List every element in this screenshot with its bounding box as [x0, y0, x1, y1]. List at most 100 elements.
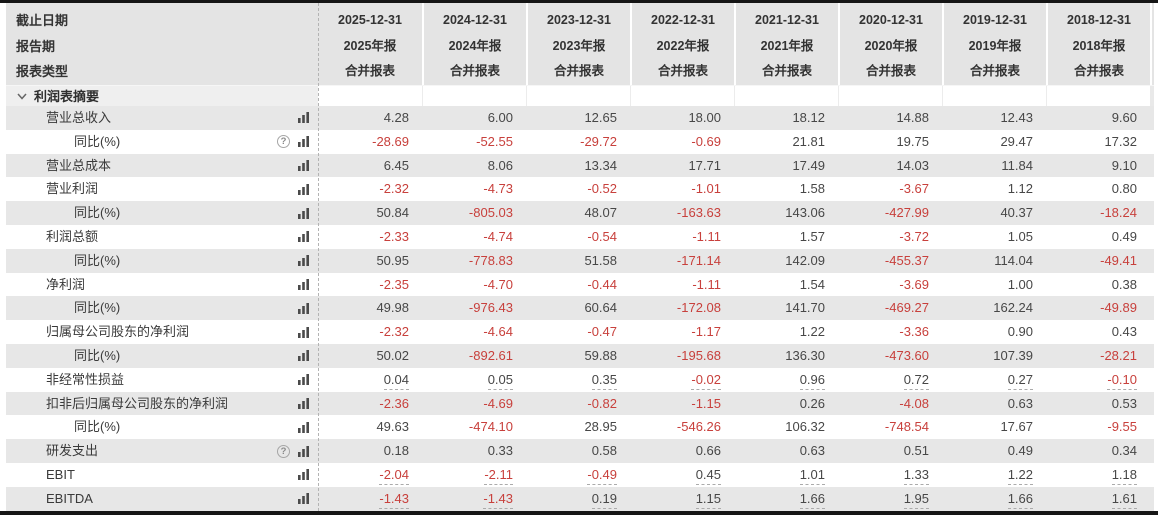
value-cell: -2.32 — [379, 181, 409, 197]
value-cell[interactable]: 1.61 — [1046, 487, 1150, 511]
row-label: 营业总收入 — [46, 110, 112, 125]
row-icons: ? — [277, 130, 310, 154]
value-cell[interactable]: 1.95 — [838, 487, 942, 511]
section-row-income-statement-summary: 利润表摘要 — [6, 85, 1154, 106]
value-cell: 0.66 — [695, 443, 721, 459]
value-cell: 0.63 — [799, 443, 825, 459]
bar-chart-icon[interactable] — [297, 159, 310, 171]
value-cell: 0.34 — [1111, 443, 1137, 459]
column-date: 2022-12-31 — [651, 13, 715, 27]
value-cell: -427.99 — [884, 205, 929, 221]
value-cell[interactable]: 1.66 — [942, 487, 1046, 511]
bar-chart-icon[interactable] — [297, 469, 310, 481]
bar-chart-icon[interactable] — [297, 231, 310, 243]
bar-chart-icon[interactable] — [297, 278, 310, 290]
chevron-down-icon[interactable] — [17, 93, 27, 100]
value-cell: 0.80 — [1111, 181, 1137, 197]
value-cell: 40.37 — [1000, 205, 1033, 221]
value-cell[interactable]: 0.72 — [838, 368, 942, 392]
column-period: 2022年报 — [656, 38, 710, 53]
section-cell — [1046, 86, 1150, 106]
bar-chart-icon[interactable] — [297, 445, 310, 457]
bar-chart-icon[interactable] — [297, 421, 310, 433]
value-cell: -1.15 — [691, 395, 721, 411]
table-row: 营业总收入 4.28 6.00 12.65 18.00 18.12 14.88 12.43 9.… — [6, 106, 1154, 130]
bar-chart-icon[interactable] — [297, 255, 310, 267]
value-cell[interactable]: 0.35 — [526, 368, 630, 392]
bar-chart-icon[interactable] — [297, 207, 310, 219]
value-cell[interactable]: 1.22 — [942, 463, 1046, 487]
value-cell: 17.71 — [688, 157, 721, 173]
value-cell[interactable]: -0.49 — [526, 463, 630, 487]
value-cell[interactable]: 1.15 — [630, 487, 734, 511]
value-cell: 0.51 — [903, 443, 929, 459]
value-cell[interactable]: -1.43 — [318, 487, 422, 511]
row-filler — [1150, 225, 1154, 249]
value-cell[interactable]: 0.19 — [526, 487, 630, 511]
column-date: 2018-12-31 — [1067, 13, 1131, 27]
row-label-cell: 净利润 — [6, 273, 318, 297]
value-cell: 50.95 — [376, 252, 409, 268]
row-filler — [1150, 344, 1154, 368]
row-icons: ? — [277, 439, 310, 463]
section-header[interactable]: 利润表摘要 — [6, 86, 318, 106]
value-cell[interactable]: 1.66 — [734, 487, 838, 511]
section-cell — [734, 86, 838, 106]
help-icon[interactable]: ? — [277, 135, 290, 149]
value-text: -1.43 — [483, 489, 513, 509]
value-cell: 6.00 — [487, 110, 513, 125]
value-cell: 0.90 — [1007, 324, 1033, 340]
header-label-report-type: 报表类型 — [16, 64, 69, 79]
help-icon[interactable]: ? — [277, 444, 290, 458]
value-cell: -4.08 — [899, 395, 929, 411]
value-cell: 9.10 — [1111, 157, 1137, 173]
value-cell[interactable]: 0.27 — [942, 368, 1046, 392]
value-cell[interactable]: 0.45 — [630, 463, 734, 487]
bar-chart-icon[interactable] — [297, 136, 310, 148]
bar-chart-icon[interactable] — [297, 397, 310, 409]
bar-chart-icon[interactable] — [297, 493, 310, 505]
bar-chart-icon[interactable] — [297, 302, 310, 314]
row-label: 同比(%) — [74, 133, 121, 149]
value-cell: 14.88 — [896, 110, 929, 125]
value-cell[interactable]: 0.05 — [422, 368, 526, 392]
value-cell[interactable]: -2.11 — [422, 463, 526, 487]
value-cell[interactable]: 1.33 — [838, 463, 942, 487]
value-text: -0.02 — [691, 370, 721, 390]
bar-chart-icon[interactable] — [297, 374, 310, 386]
value-cell: -3.69 — [899, 276, 929, 292]
bar-chart-icon[interactable] — [297, 112, 310, 124]
table-row: 营业总成本 6.45 8.06 13.34 17.71 17.49 14.03 11.84 9.… — [6, 153, 1154, 178]
row-filler — [1150, 439, 1154, 463]
header-filler — [1150, 3, 1154, 85]
bar-chart-icon[interactable] — [297, 326, 310, 338]
value-cell[interactable]: -1.43 — [422, 487, 526, 511]
value-cell: 0.53 — [1111, 395, 1137, 411]
row-label-cell: 营业总收入 — [6, 106, 318, 130]
column-period: 2020年报 — [864, 38, 918, 53]
value-cell[interactable]: -0.02 — [630, 368, 734, 392]
bar-chart-icon[interactable] — [297, 183, 310, 195]
value-cell[interactable]: 0.96 — [734, 368, 838, 392]
row-label: 营业利润 — [46, 181, 99, 197]
value-cell[interactable]: -2.04 — [318, 463, 422, 487]
column-divider-dotted-line — [318, 3, 319, 511]
value-cell: -0.44 — [587, 276, 617, 292]
value-text: -0.10 — [1107, 370, 1137, 390]
row-icons — [297, 487, 310, 511]
row-label: 同比(%) — [74, 419, 121, 435]
row-filler — [1150, 368, 1154, 392]
value-cell[interactable]: 1.18 — [1046, 463, 1150, 487]
value-cell[interactable]: 1.01 — [734, 463, 838, 487]
row-label-cell: 同比(%) — [6, 201, 318, 225]
value-text: 0.72 — [903, 370, 929, 390]
value-cell[interactable]: 0.04 — [318, 368, 422, 392]
value-cell[interactable]: -0.10 — [1046, 368, 1150, 392]
row-icons — [297, 296, 310, 320]
bar-chart-icon[interactable] — [297, 350, 310, 362]
table-row: 同比(%) 49.63 -474.10 28.95 -546.26 106.32 -748.… — [6, 415, 1154, 440]
column-period: 2024年报 — [448, 38, 502, 53]
value-cell: 50.02 — [376, 347, 409, 363]
row-label-cell: 同比(%) — [6, 415, 318, 439]
table-row: 同比(%)? -28.69 -52.55 -29.72 -0.69 21.81 19.75 2… — [6, 129, 1154, 154]
